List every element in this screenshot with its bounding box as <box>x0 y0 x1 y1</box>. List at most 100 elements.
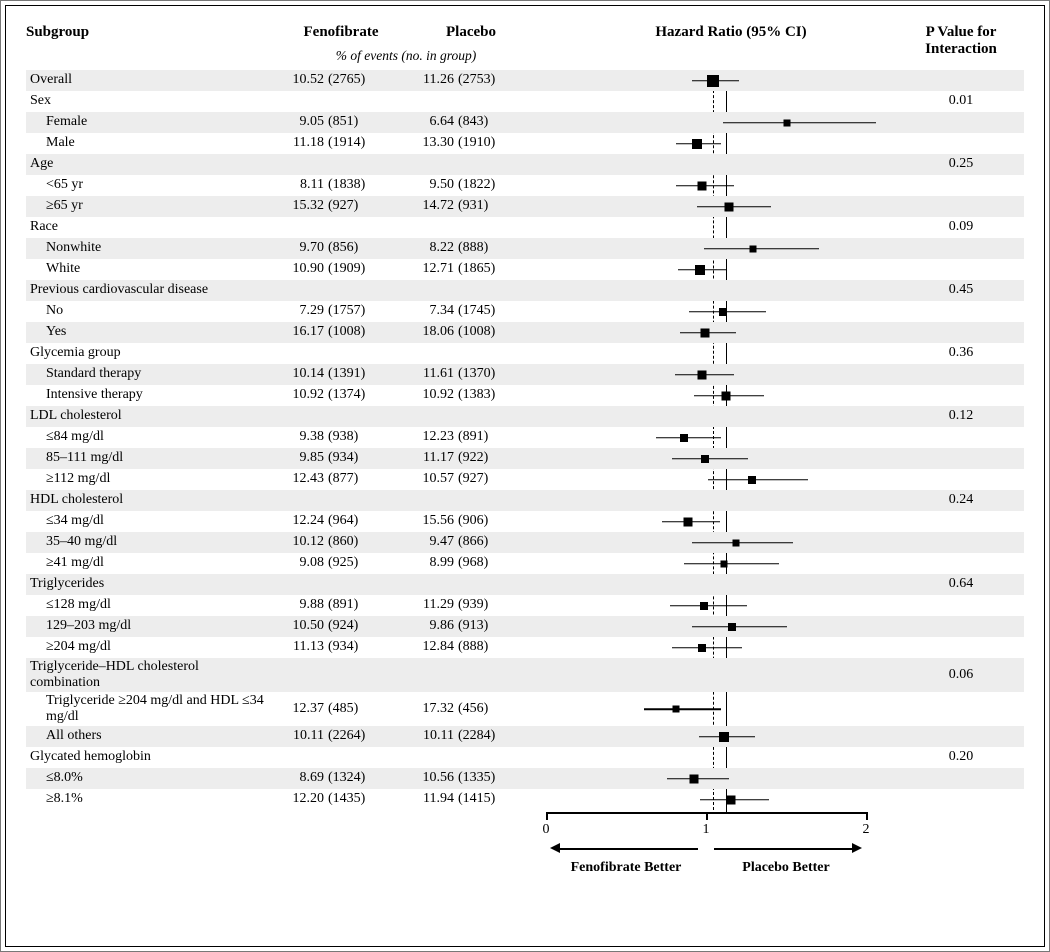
point-estimate <box>700 602 708 610</box>
hdr-hazard-ratio: Hazard Ratio (95% CI) <box>536 24 906 62</box>
point-estimate <box>732 539 739 546</box>
plot-cell <box>536 385 906 406</box>
subgroup-row: White10.90(1909)12.71(1865) <box>26 259 1024 280</box>
pvalue-cell: 0.64 <box>906 576 1016 592</box>
point-estimate <box>719 308 727 316</box>
plot-cell <box>536 692 906 726</box>
subgroup-row: 35–40 mg/dl10.12(860)9.47(866) <box>26 532 1024 553</box>
subgroup-row: ≤8.0%8.69(1324)10.56(1335) <box>26 768 1024 789</box>
label-fenofibrate-better: Fenofibrate Better <box>571 860 682 876</box>
pvalue-cell: 0.24 <box>906 492 1016 508</box>
fenofibrate-cell: 12.20(1435) <box>276 791 406 807</box>
point-estimate <box>692 139 702 149</box>
row-label: Male <box>26 135 276 151</box>
subgroup-row: Female9.05(851)6.64(843) <box>26 112 1024 133</box>
subgroup-row: <65 yr8.11(1838)9.50(1822) <box>26 175 1024 196</box>
plot-cell <box>536 217 906 238</box>
axis-tick-label: 1 <box>703 822 710 838</box>
group-row: LDL cholesterol0.12 <box>26 406 1024 427</box>
fenofibrate-cell: 9.08(925) <box>276 555 406 571</box>
fenofibrate-cell: 10.50(924) <box>276 618 406 634</box>
row-label: 85–111 mg/dl <box>26 450 276 466</box>
subgroup-row: Standard therapy10.14(1391)11.61(1370) <box>26 364 1024 385</box>
placebo-cell: 11.61(1370) <box>406 366 536 382</box>
placebo-cell: 6.64(843) <box>406 114 536 130</box>
plot-cell <box>536 747 906 768</box>
placebo-cell: 18.06(1008) <box>406 324 536 340</box>
placebo-cell: 11.29(939) <box>406 597 536 613</box>
placebo-cell: 7.34(1745) <box>406 303 536 319</box>
fenofibrate-cell: 11.18(1914) <box>276 135 406 151</box>
subgroup-row: ≥65 yr15.32(927)14.72(931) <box>26 196 1024 217</box>
pvalue-cell: 0.25 <box>906 156 1016 172</box>
group-row: Race0.09 <box>26 217 1024 238</box>
arrow-placebo-better <box>714 848 852 850</box>
row-label: Age <box>26 156 276 172</box>
point-estimate <box>725 202 734 211</box>
plot-cell <box>536 595 906 616</box>
group-row: HDL cholesterol0.24 <box>26 490 1024 511</box>
ci-whisker <box>692 542 793 544</box>
ci-whisker <box>684 563 778 565</box>
fenofibrate-cell: 10.90(1909) <box>276 261 406 277</box>
row-label: Race <box>26 219 276 235</box>
point-estimate <box>719 732 729 742</box>
placebo-cell: 17.32(456) <box>406 701 536 717</box>
placebo-cell: 15.56(906) <box>406 513 536 529</box>
placebo-cell: 11.26(2753) <box>406 72 536 88</box>
subgroup-row: Male11.18(1914)13.30(1910) <box>26 133 1024 154</box>
point-estimate <box>680 434 688 442</box>
plot-cell <box>536 196 906 217</box>
plot-cell <box>536 70 906 91</box>
fenofibrate-cell: 12.37(485) <box>276 701 406 717</box>
plot-cell <box>536 511 906 532</box>
fenofibrate-cell: 12.24(964) <box>276 513 406 529</box>
ci-whisker <box>692 626 786 628</box>
row-label: ≥8.1% <box>26 791 276 807</box>
placebo-cell: 10.92(1383) <box>406 387 536 403</box>
point-estimate <box>673 706 680 713</box>
x-axis: 012Fenofibrate BetterPlacebo Better <box>546 812 866 902</box>
subgroup-row: ≥204 mg/dl11.13(934)12.84(888) <box>26 637 1024 658</box>
plot-cell <box>536 154 906 175</box>
group-row: Age 0.25 <box>26 154 1024 175</box>
placebo-cell: 9.47(866) <box>406 534 536 550</box>
axis-tick <box>546 812 548 820</box>
row-label: LDL cholesterol <box>26 408 276 424</box>
pvalue-cell: 0.06 <box>906 667 1016 683</box>
placebo-cell: 14.72(931) <box>406 198 536 214</box>
plot-cell <box>536 406 906 427</box>
point-estimate <box>726 795 735 804</box>
plot-cell <box>536 553 906 574</box>
column-headers: Subgroup Fenofibrate Placebo Hazard Rati… <box>26 24 1024 62</box>
axis-tick-label: 2 <box>863 822 870 838</box>
plot-cell <box>536 768 906 789</box>
ci-whisker <box>656 437 722 439</box>
subgroup-row: ≥112 mg/dl12.43(877)10.57(927) <box>26 469 1024 490</box>
ci-whisker <box>723 122 877 124</box>
outer-frame: Subgroup Fenofibrate Placebo Hazard Rati… <box>0 0 1050 952</box>
plot-cell <box>536 301 906 322</box>
fenofibrate-cell: 9.70(856) <box>276 240 406 256</box>
group-row: Glycated hemoglobin0.20 <box>26 747 1024 768</box>
subgroup-row: ≤128 mg/dl9.88(891)11.29(939) <box>26 595 1024 616</box>
placebo-cell: 12.84(888) <box>406 639 536 655</box>
placebo-cell: 10.11(2284) <box>406 728 536 744</box>
pvalue-cell: 0.01 <box>906 93 1016 109</box>
pvalue-cell: 0.20 <box>906 749 1016 765</box>
ci-whisker <box>670 605 747 607</box>
subgroup-row: No7.29(1757)7.34(1745) <box>26 301 1024 322</box>
row-label: ≥65 yr <box>26 198 276 214</box>
forest-plot-panel: Subgroup Fenofibrate Placebo Hazard Rati… <box>5 5 1045 947</box>
plot-cell <box>536 427 906 448</box>
row-label: Triglyceride–HDL cholesterol combination <box>26 659 276 691</box>
row-label: All others <box>26 728 276 744</box>
subgroup-row: ≤84 mg/dl9.38(938)12.23(891) <box>26 427 1024 448</box>
row-label: Triglycerides <box>26 576 276 592</box>
row-label: Female <box>26 114 276 130</box>
row-label: Standard therapy <box>26 366 276 382</box>
point-estimate <box>695 265 705 275</box>
point-estimate <box>683 517 692 526</box>
plot-cell <box>536 789 906 810</box>
placebo-cell: 8.99(968) <box>406 555 536 571</box>
